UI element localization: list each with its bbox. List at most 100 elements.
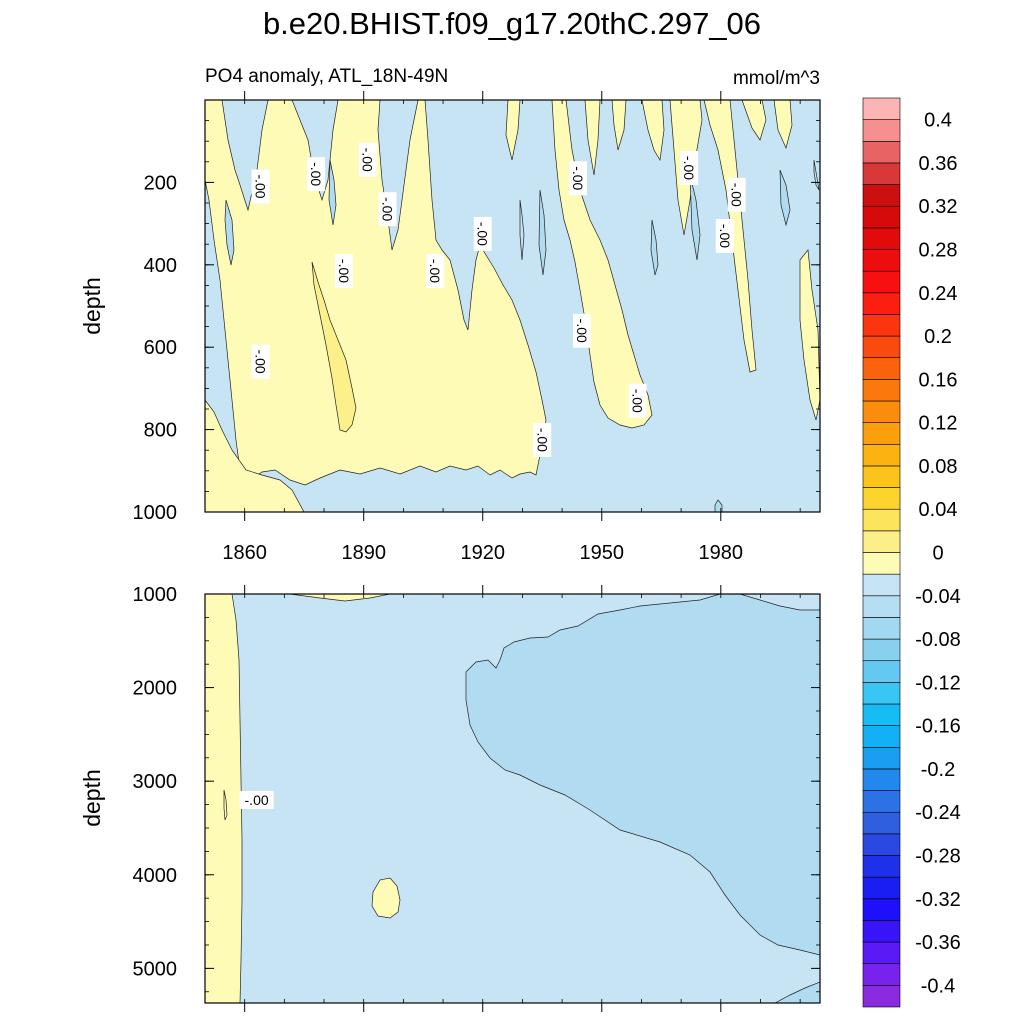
upper-positive-strip-b [584, 100, 601, 176]
colorbar-box [862, 920, 901, 943]
colorbar-box [862, 465, 901, 488]
upper-contour-label-text: -.00 [629, 389, 645, 413]
colorbar-label: -0.04 [915, 586, 961, 608]
upper-contour-label-text: -.00 [681, 156, 697, 180]
upper-negative-pocket-2 [328, 159, 337, 226]
lower-positive-top-sliver [289, 594, 391, 602]
colorbar-label: -0.32 [915, 889, 961, 911]
upper-y-axis: 200 400 600 800 1000 [133, 120, 820, 524]
colorbar-box [862, 660, 901, 683]
upper-contour-label-bg [533, 422, 552, 457]
upper-contour-label: -.00 [251, 344, 270, 379]
colorbar-label: -0.12 [915, 672, 961, 694]
colorbar-box [862, 898, 901, 921]
upper-positive-strip-c [611, 100, 627, 151]
upper-contour-label: -.00 [572, 313, 591, 348]
lower-contour-label-text: -.00 [245, 792, 269, 808]
upper-contour-label-bg [628, 383, 647, 418]
upper-x-tick-label: 1920 [460, 542, 505, 564]
upper-contour-label-bg [378, 192, 397, 227]
colorbar-box [862, 573, 901, 597]
colorbar-box [862, 335, 901, 359]
lower-contour-labels: -.00 [239, 790, 274, 809]
colorbar-label: 0.16 [919, 369, 958, 391]
lower-y-tick-label: 5000 [133, 958, 178, 980]
colorbar-box [862, 357, 901, 380]
colorbar-box [862, 530, 901, 553]
colorbar-box [862, 249, 901, 272]
colorbar-box [862, 487, 901, 510]
upper-contour-label-bg [358, 142, 377, 177]
colorbar-label: 0.28 [919, 240, 958, 262]
upper-contour-label-text: -.00 [308, 162, 324, 186]
upper-contour-label-text: -.00 [729, 183, 745, 207]
upper-contour-label: -.00 [628, 383, 647, 418]
colorbar-box [862, 184, 901, 207]
lower-negative-strong-region [465, 594, 820, 956]
lower-x-axis [244, 585, 801, 1012]
lower-contour-label-bg [239, 790, 274, 809]
lower-y-tick-label: 2000 [133, 678, 178, 700]
colorbar-box [862, 270, 901, 294]
upper-contour-label-text: -.00 [360, 148, 376, 172]
lower-panel-frame [204, 593, 821, 1004]
colorbar-box [862, 97, 901, 120]
colorbar-box [862, 638, 901, 662]
colorbar-label: -0.24 [915, 802, 961, 824]
lower-y-tick-label: 4000 [133, 865, 178, 887]
upper-contour-label-text: -.00 [380, 197, 396, 221]
colorbar-box [862, 746, 901, 770]
upper-contour-label-bg [680, 150, 699, 185]
lower-positive-left-strip [205, 594, 243, 1003]
colorbar-box [862, 314, 901, 337]
colorbar-label: 0.24 [919, 283, 958, 305]
colorbar-box [862, 833, 901, 856]
upper-contour-label: -.00 [533, 422, 552, 457]
colorbar-box [862, 205, 901, 229]
colorbar-box [862, 292, 901, 315]
upper-contour-label-text: -.00 [717, 224, 733, 248]
colorbar-box [862, 508, 901, 532]
upper-contour-labels: -.00 -.00 -.00 -.00 -.00 -.00 -.00 -.00 -.00 -.00… [251, 142, 746, 457]
upper-y-tick-label: 800 [144, 420, 177, 442]
upper-x-tick-label: 1860 [222, 542, 267, 564]
upper-contour-label: -.00 [727, 177, 746, 212]
colorbar-box [862, 768, 901, 791]
upper-x-tick-label: 1980 [699, 542, 744, 564]
colorbar-label: 0.4 [924, 110, 952, 132]
upper-negative-pocket-6 [650, 219, 659, 276]
colorbar-box [862, 725, 901, 748]
colorbar-box [862, 876, 901, 900]
colorbar-box [862, 941, 901, 965]
lower-y-tick-label: 1000 [133, 584, 178, 606]
upper-contour-line-1 [519, 199, 525, 261]
upper-y-tick-label: 600 [144, 337, 177, 359]
colorbar-box [862, 119, 901, 142]
colorbar-label: -0.4 [921, 975, 955, 997]
colorbar-box [862, 443, 901, 467]
upper-contour-label: -.00 [251, 169, 270, 204]
upper-contour-label: -.00 [680, 150, 699, 185]
upper-positive-strip-h [773, 100, 793, 150]
upper-contour-line-2 [813, 159, 820, 191]
upper-negative-pocket-7 [714, 499, 723, 512]
colorbar-label: 0.08 [919, 456, 958, 478]
colorbar-label: -0.28 [915, 846, 961, 868]
upper-contour-label-bg [251, 169, 270, 204]
upper-contour-label: -.00 [426, 253, 445, 288]
upper-contour-label: -.00 [378, 192, 397, 227]
upper-negative-pocket-5 [779, 169, 791, 227]
colorbar-box [862, 595, 901, 618]
upper-x-axis: 1860 1890 1920 1950 1980 [222, 91, 801, 564]
colorbar-label: -0.16 [915, 716, 961, 738]
lower-contour-label: -.00 [239, 790, 274, 809]
upper-positive-strong-core [311, 261, 357, 433]
colorbar-label: 0.32 [919, 196, 958, 218]
upper-contour-label-text: -.00 [475, 222, 491, 246]
upper-x-tick-label: 1950 [580, 542, 625, 564]
colorbar-box [862, 617, 901, 640]
lower-y-axis-title: depth [79, 769, 105, 827]
upper-positive-strip-g [741, 100, 767, 141]
colorbar-label: 0.12 [919, 413, 958, 435]
lower-contour-fills [205, 594, 820, 1003]
